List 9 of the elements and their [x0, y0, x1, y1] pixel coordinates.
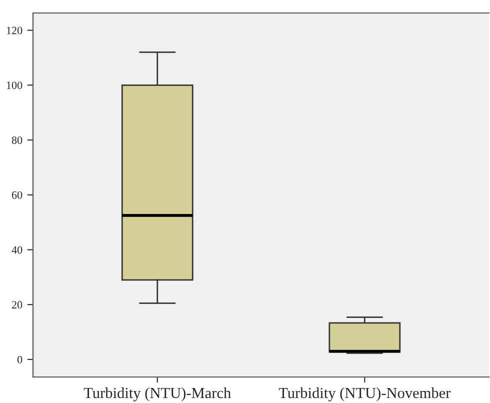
y-tick-label: 80 [12, 136, 22, 144]
y-tick-label: 60 [12, 191, 22, 199]
y-tick-label: 100 [6, 82, 22, 90]
y-tick-label: 40 [12, 246, 22, 254]
y-tick-label: 120 [6, 26, 22, 34]
y-tick-label: 20 [12, 301, 22, 309]
x-tick-label: Turbidity (NTU)-March [84, 387, 231, 402]
y-tick-label: 0 [17, 356, 22, 364]
x-tick-label: Turbidity (NTU)-November [278, 387, 451, 402]
